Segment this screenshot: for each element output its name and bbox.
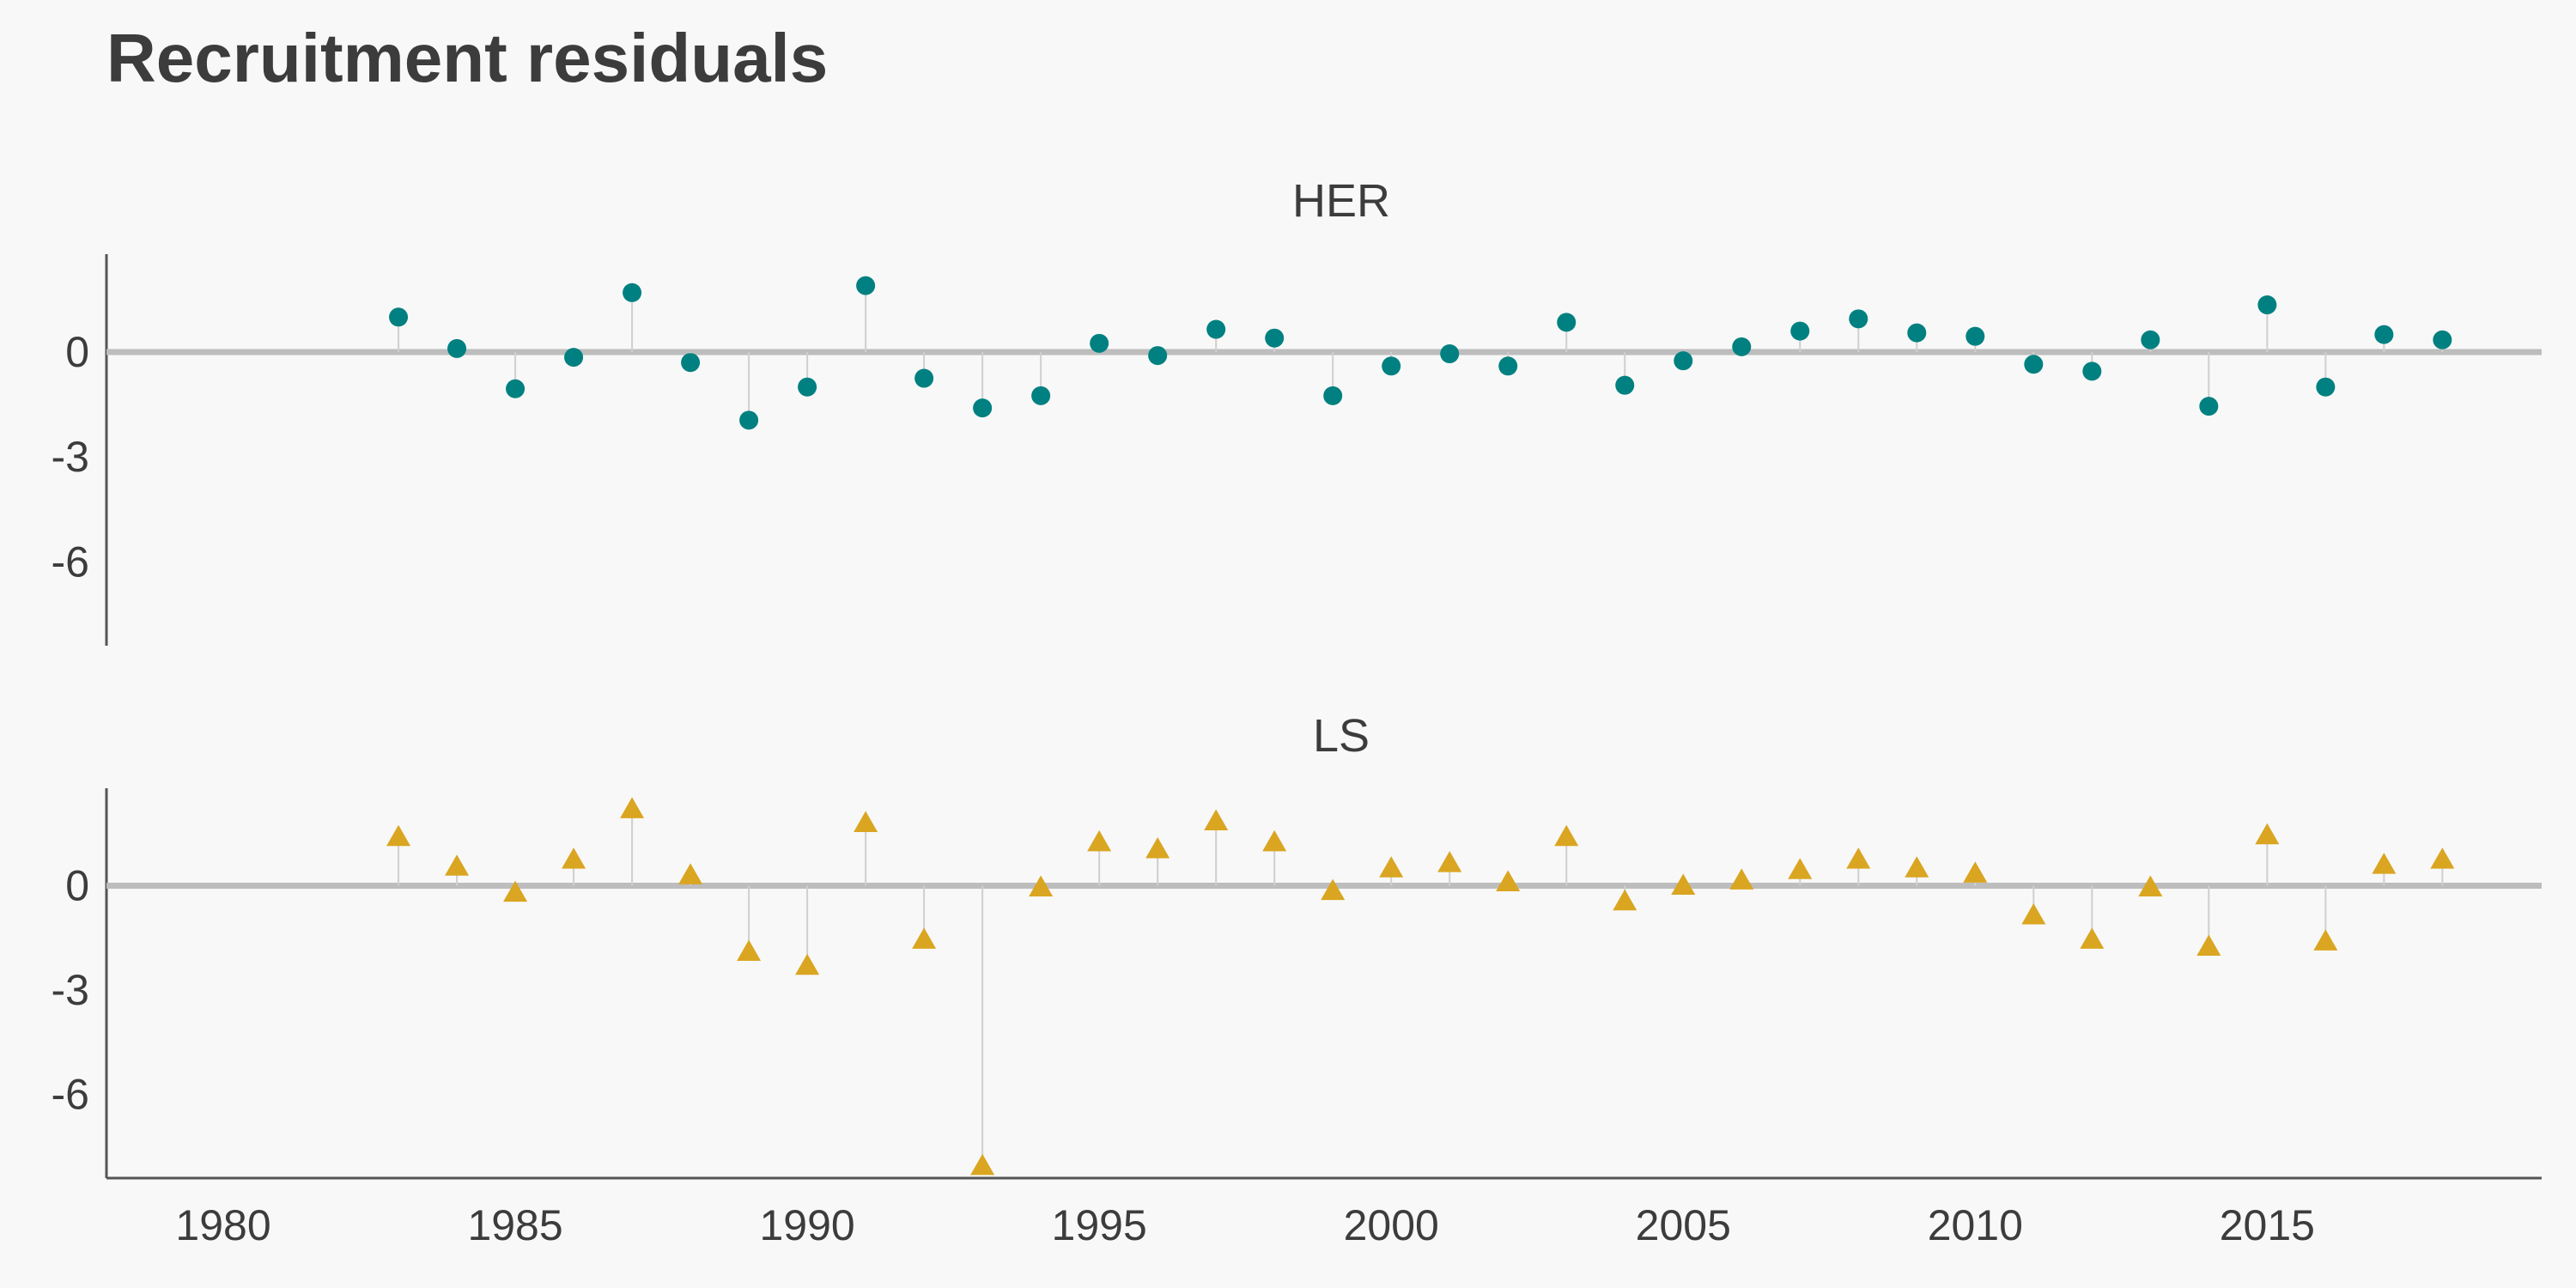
data-point [1557,313,1577,332]
data-point [678,863,703,884]
data-point [2255,823,2280,845]
data-point [1148,346,1168,366]
data-point [2024,355,2044,374]
data-point [1615,375,1635,395]
data-point [914,368,934,388]
data-point [2196,934,2221,956]
data-point [973,398,993,418]
data-point [2082,361,2102,381]
data-point [854,811,878,833]
data-point [1671,873,1696,895]
data-point [1965,326,1985,346]
x-tick-label: 1990 [759,1201,854,1249]
data-point [2372,853,2397,874]
data-point [970,1153,995,1176]
data-point [1554,824,1579,847]
data-point [445,854,470,876]
data-point [1204,809,1229,831]
data-point [1729,868,1754,890]
panel-title-her: HER [1292,175,1390,227]
data-point [1145,836,1170,859]
data-point [1262,829,1287,852]
data-point [1674,351,1693,371]
data-point [2021,902,2046,925]
data-point [798,377,817,397]
data-point [1206,319,1226,339]
data-point [623,283,642,302]
data-point [2316,377,2336,397]
data-point [2257,295,2277,315]
data-point [1790,321,1810,341]
y-tick-label-her: -6 [52,538,89,586]
data-point [564,348,584,368]
data-point [1265,328,1285,348]
x-tick-label: 2010 [1928,1201,2023,1249]
chart-title: Recruitment residuals [106,20,829,96]
data-point [1732,337,1752,356]
data-point [856,276,876,295]
data-point [2199,397,2219,416]
x-tick-label: 1980 [175,1201,270,1249]
data-point [506,379,526,398]
x-tick-label: 1985 [467,1201,562,1249]
data-point [1379,856,1404,878]
data-point [737,939,762,962]
panel-title-ls: LS [1313,710,1370,762]
data-point [2374,325,2394,344]
data-point [503,880,528,902]
data-point [1029,875,1054,897]
y-tick-label-her: -3 [52,433,89,481]
data-point [1437,851,1462,872]
x-tick-label: 2005 [1636,1201,1731,1249]
data-point [2080,927,2105,949]
data-point [739,410,759,430]
data-point [912,927,937,949]
data-point [1321,878,1346,901]
data-point [1613,889,1637,911]
data-point [1963,861,1988,883]
data-point [2433,330,2452,349]
data-point [1849,309,1868,329]
data-point [386,824,411,847]
data-point [447,338,467,358]
data-point [389,307,409,327]
data-point [1382,356,1401,376]
data-point [1496,870,1521,891]
data-point [2141,330,2160,349]
y-tick-label-her: 0 [65,328,89,376]
x-tick-label: 2000 [1344,1201,1439,1249]
data-point [1323,386,1343,405]
data-point [620,797,645,818]
data-point [1498,356,1518,376]
data-point [1846,848,1871,869]
y-tick-label-ls: -3 [52,966,89,1014]
data-point [2430,848,2455,869]
x-tick-label: 1995 [1052,1201,1147,1249]
data-point [2138,875,2163,897]
data-point [1905,856,1929,878]
data-point [795,953,820,975]
data-point [1788,858,1813,879]
y-tick-label-ls: -6 [52,1071,89,1119]
y-tick-label-ls: 0 [65,862,89,910]
data-point [2313,929,2338,951]
data-point [1907,323,1927,343]
data-point [1031,386,1051,405]
data-point [681,353,701,373]
x-tick-label: 2015 [2220,1201,2315,1249]
data-point [562,848,586,869]
data-point [1440,344,1460,364]
data-point [1090,333,1109,353]
data-point [1087,829,1112,852]
